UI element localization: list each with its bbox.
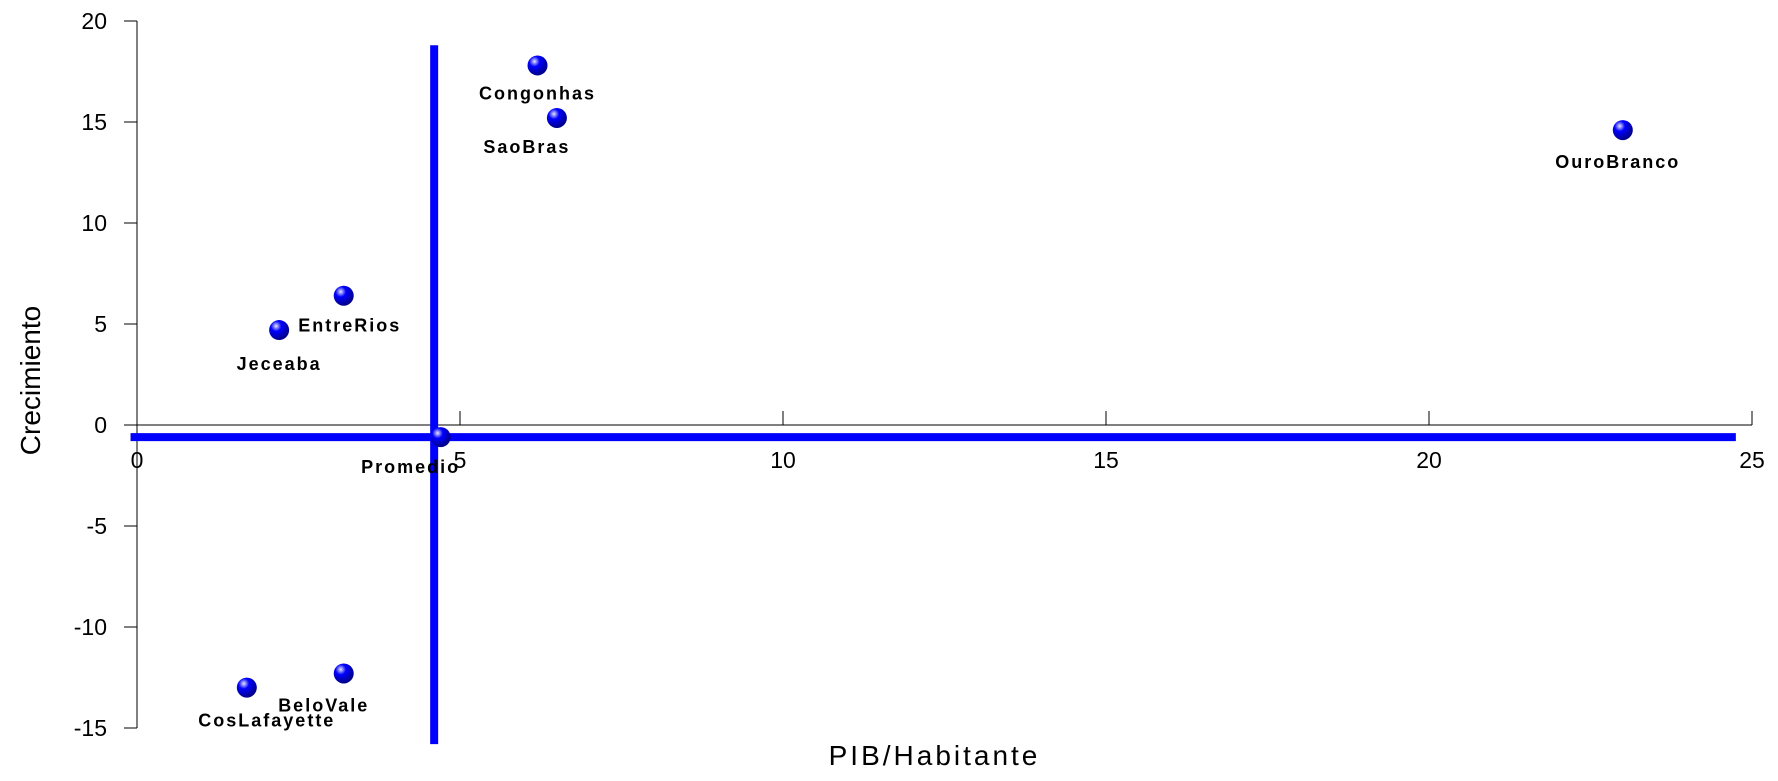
y-tick-label: -15	[74, 715, 107, 741]
data-point	[236, 677, 257, 698]
y-tick-label: -10	[74, 614, 107, 640]
data-point	[1612, 120, 1633, 141]
x-tick-label: 20	[1416, 447, 1442, 473]
data-point-label: CosLafayette	[198, 711, 335, 731]
y-tick-label: 5	[94, 311, 107, 337]
data-point-label: EntreRios	[298, 316, 401, 336]
data-point	[333, 663, 354, 684]
data-point-label: OuroBranco	[1555, 152, 1680, 172]
axes	[136, 21, 1752, 728]
x-tick-label: 5	[454, 447, 467, 473]
y-tick-label: 20	[81, 8, 107, 34]
y-axis-title: Crecimiento	[15, 306, 46, 455]
data-point-label: Promedio	[361, 457, 460, 477]
axis-titles: PIB/Habitante Crecimiento	[15, 306, 1041, 771]
y-tick-label: 0	[94, 412, 107, 438]
ticks: 0 5 10 15 20 25 -15 -10 -5 0 5 10 15 20	[74, 8, 1765, 741]
x-tick-label: 10	[770, 447, 796, 473]
x-tick-label: 0	[131, 447, 144, 473]
data-point	[546, 107, 567, 128]
data-point-label: SaoBras	[483, 137, 570, 157]
data-point-label: Jeceaba	[237, 354, 322, 374]
x-tick-label: 15	[1093, 447, 1119, 473]
y-tick-label: 10	[81, 210, 107, 236]
average-lines	[130, 45, 1736, 745]
data-point	[430, 427, 451, 448]
data-point	[269, 320, 290, 341]
data-point-label: BeloVale	[278, 695, 369, 715]
x-tick-label: 25	[1739, 447, 1765, 473]
data-point	[527, 55, 548, 76]
data-points: Congonhas SaoBras OuroBranco EntreRios Jecea…	[198, 55, 1680, 731]
y-tick-label: -5	[87, 513, 107, 539]
data-point	[333, 285, 354, 306]
x-axis-title: PIB/Habitante	[829, 740, 1041, 771]
y-tick-label: 15	[81, 109, 107, 135]
data-point-label: Congonhas	[479, 83, 596, 103]
